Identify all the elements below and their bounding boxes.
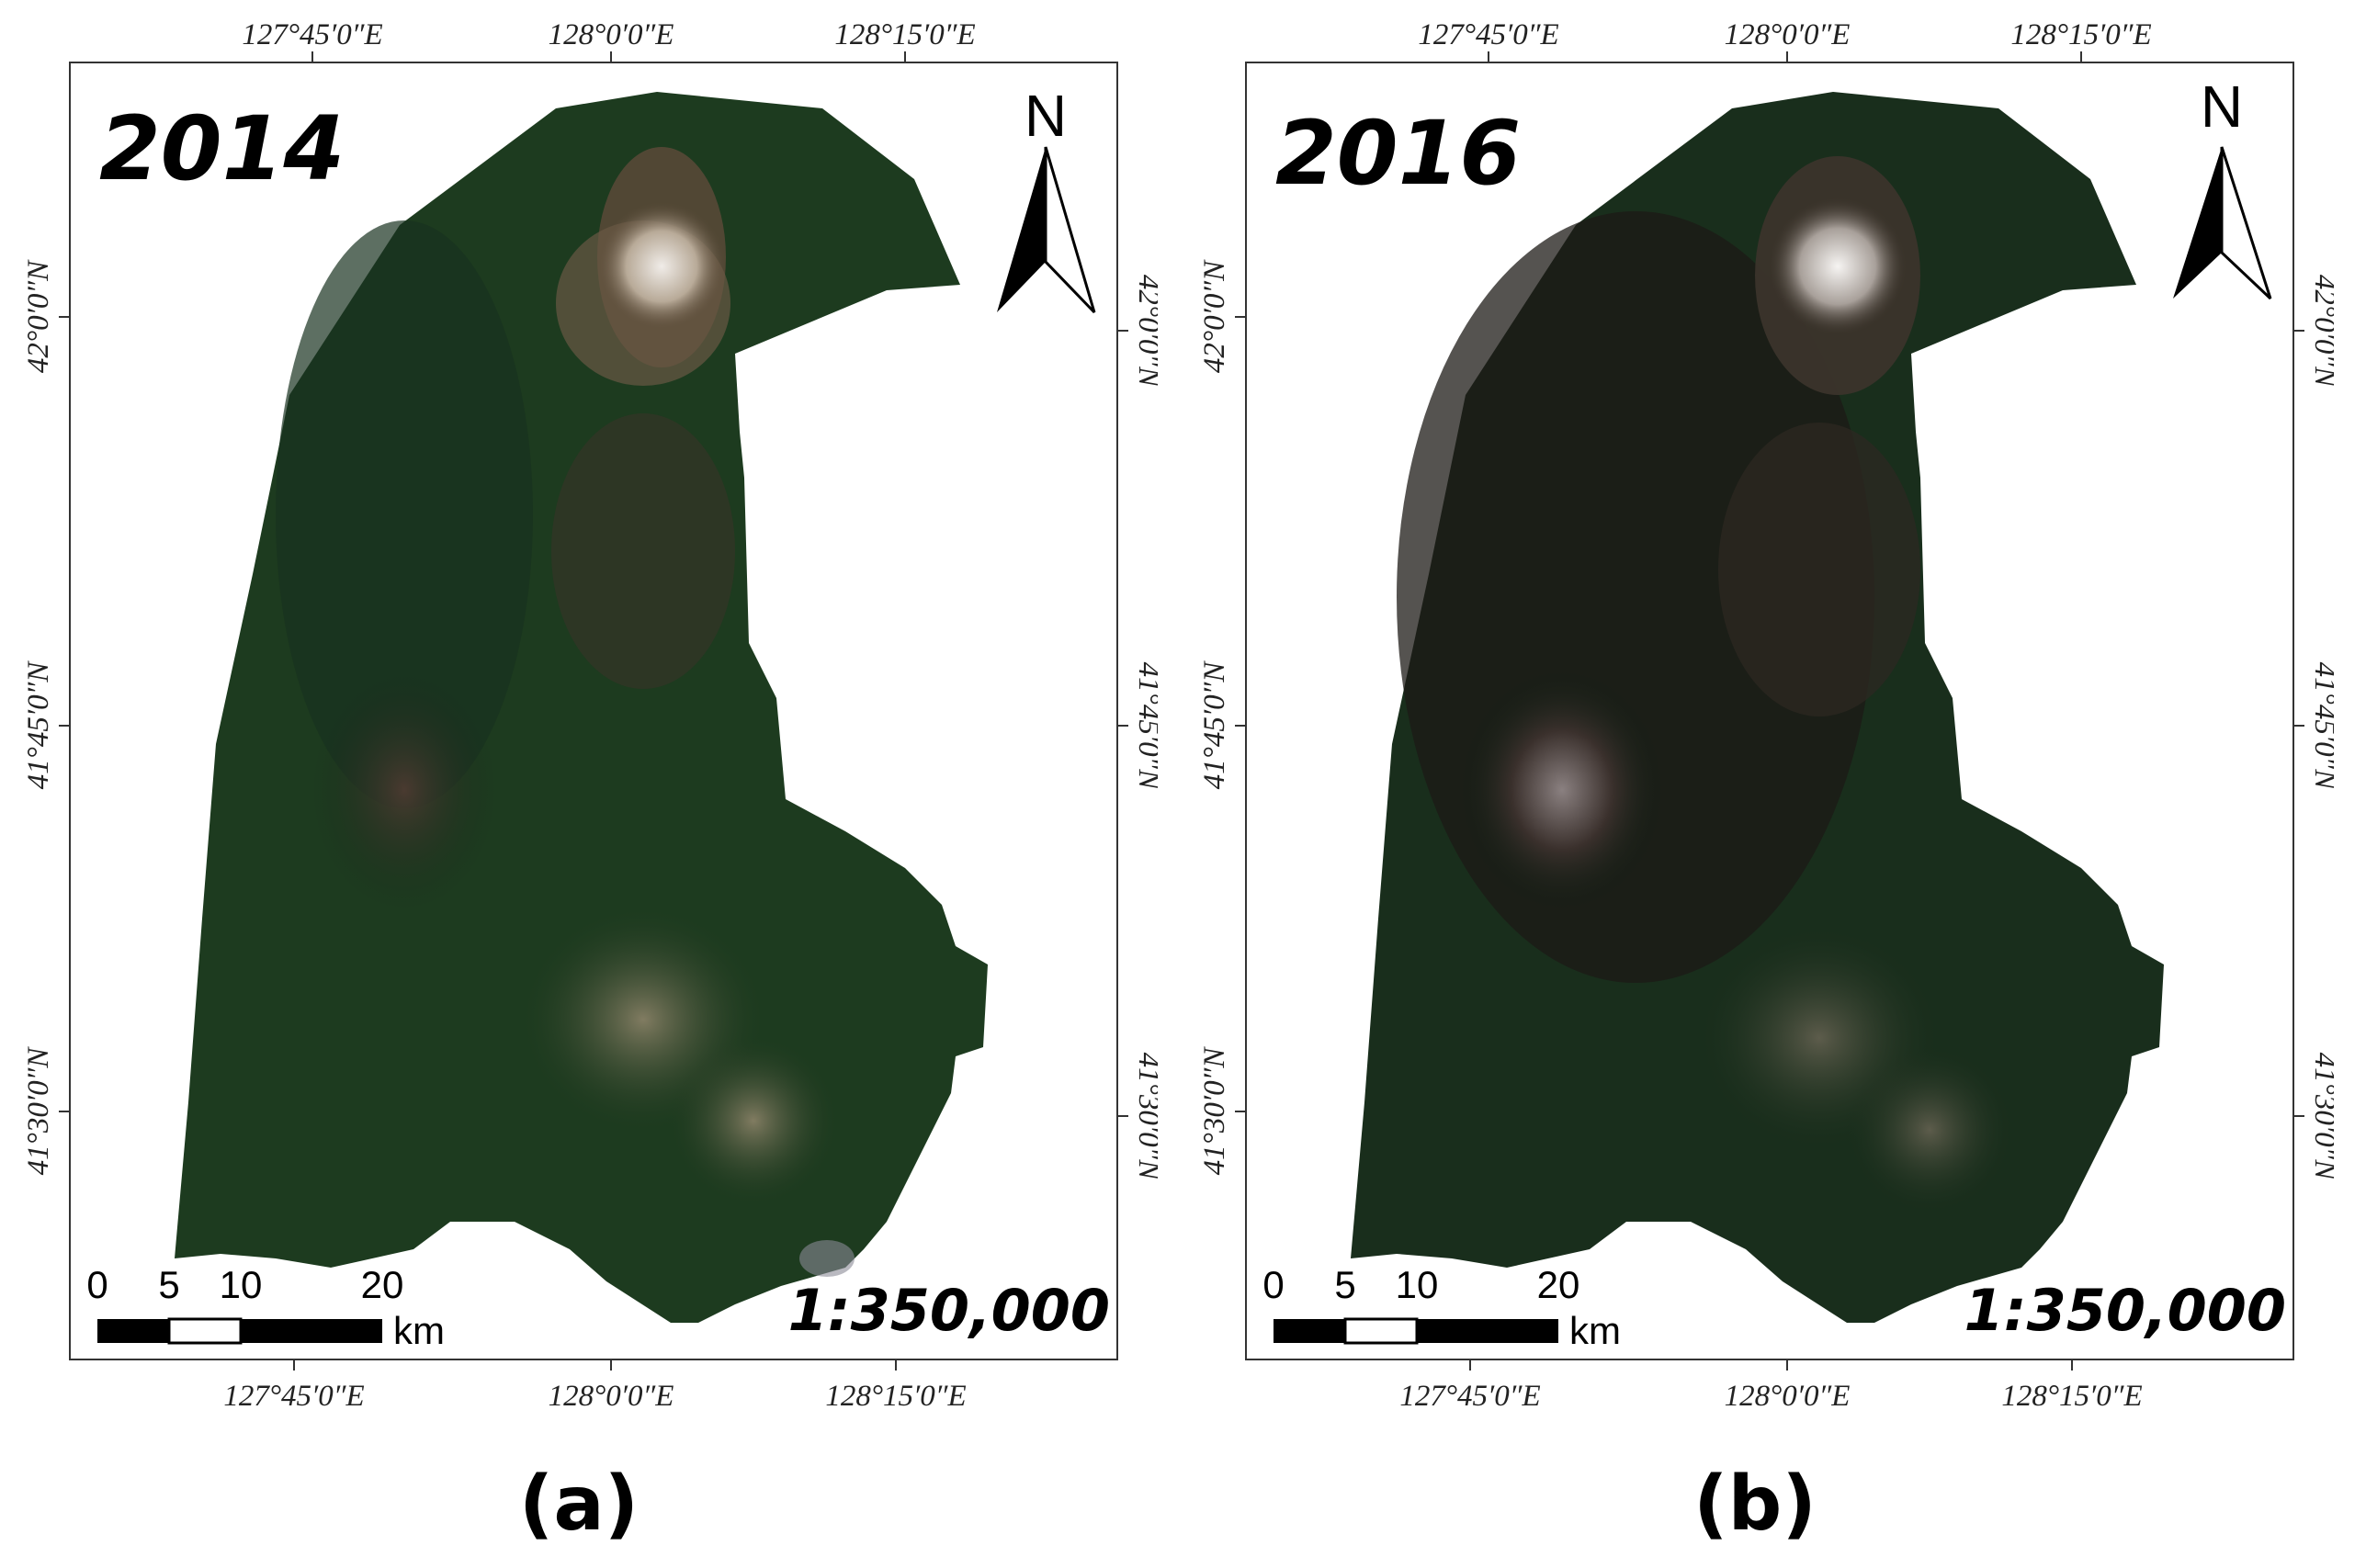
lon-tick-bottom-2: 128°0′0″E [1725,1380,1851,1413]
scale-ratio: 1:350,000 [1964,1277,2286,1344]
lon-tick-top-3: 128°15′0″E [2010,18,2151,51]
lon-tick-bottom-3: 128°15′0″E [2001,1380,2142,1413]
panel-caption: (b) [1693,1461,1817,1548]
lat-tick-right-3: 41°30′0″N [2308,1053,2334,1182]
satellite-image [175,92,988,1323]
lat-tick-left-1: 42°0′0″N [1198,259,1231,373]
north-label: N [1025,83,1067,149]
lat-tick-right-3: 41°30′0″N [1132,1053,1158,1182]
lat-tick-right-1: 42°0′0″N [1132,275,1158,389]
lat-tick-left-3: 41°30′0″N [22,1046,55,1176]
scale-bar-label-10: 10 [1396,1263,1439,1306]
lat-ticks-left: 42°0′0″N 41°45′0″N 41°30′0″N [22,259,70,1175]
lon-tick-bottom-1: 127°45′0″E [223,1380,364,1413]
lat-tick-left-1: 42°0′0″N [22,259,55,373]
lat-ticks-right: 42°0′0″N 41°45′0″N 41°30′0″N [1117,275,1158,1181]
map-svg-a: 127°45′0″E 128°0′0″E 128°15′0″E 127°45′0… [22,18,1158,1548]
lon-ticks-top: 127°45′0″E 128°0′0″E 128°15′0″E [242,18,976,62]
scale-bar-label-0: 0 [1262,1263,1284,1306]
year-label: 2014 [99,97,345,200]
lat-tick-left-3: 41°30′0″N [1198,1046,1231,1176]
lon-tick-bottom-1: 127°45′0″E [1399,1380,1540,1413]
scale-bar-label-20: 20 [1537,1263,1580,1306]
lon-tick-top-3: 128°15′0″E [834,18,975,51]
lat-tick-right-1: 42°0′0″N [2308,275,2334,389]
map-panel-b: 127°45′0″E 128°0′0″E 128°15′0″E 127°45′0… [1176,0,2334,1568]
map-panel-a: 127°45′0″E 128°0′0″E 128°15′0″E 127°45′0… [0,0,1158,1568]
lon-ticks-bottom: 127°45′0″E 128°0′0″E 128°15′0″E [223,1359,967,1413]
scale-bar-label-5: 5 [158,1263,179,1306]
lat-tick-right-2: 41°45′0″N [2308,662,2334,792]
scale-bar-label-5: 5 [1334,1263,1355,1306]
panel-caption: (a) [519,1461,639,1548]
lat-tick-right-2: 41°45′0″N [1132,662,1158,792]
lon-tick-top-2: 128°0′0″E [549,18,674,51]
lon-ticks-top: 127°45′0″E 128°0′0″E 128°15′0″E [1418,18,2152,62]
scale-bar-label-0: 0 [86,1263,108,1306]
scale-bar: 0 5 10 20 km [86,1263,445,1352]
lon-tick-bottom-3: 128°15′0″E [825,1380,966,1413]
map-svg-b: 127°45′0″E 128°0′0″E 128°15′0″E 127°45′0… [1198,18,2334,1548]
lat-ticks-left: 42°0′0″N 41°45′0″N 41°30′0″N [1198,259,1246,1175]
lat-ticks-right: 42°0′0″N 41°45′0″N 41°30′0″N [2293,275,2334,1181]
scale-bar-label-10: 10 [220,1263,263,1306]
scale-ratio: 1:350,000 [788,1277,1110,1344]
lon-tick-top-1: 127°45′0″E [1418,18,1558,51]
north-arrow-icon: N [2173,73,2272,300]
year-label: 2016 [1275,102,1521,205]
north-label: N [2201,73,2243,140]
lat-tick-left-2: 41°45′0″N [1198,660,1231,790]
scale-bar-unit: km [393,1309,445,1352]
lon-ticks-bottom: 127°45′0″E 128°0′0″E 128°15′0″E [1399,1359,2143,1413]
lon-tick-bottom-2: 128°0′0″E [549,1380,674,1413]
scale-bar: 0 5 10 20 km [1262,1263,1621,1352]
lon-tick-top-1: 127°45′0″E [242,18,382,51]
lat-tick-left-2: 41°45′0″N [22,660,55,790]
satellite-image [1351,92,2164,1323]
lon-tick-top-2: 128°0′0″E [1725,18,1851,51]
north-arrow-icon: N [997,83,1096,314]
scale-bar-unit: km [1569,1309,1621,1352]
scale-bar-label-20: 20 [361,1263,404,1306]
